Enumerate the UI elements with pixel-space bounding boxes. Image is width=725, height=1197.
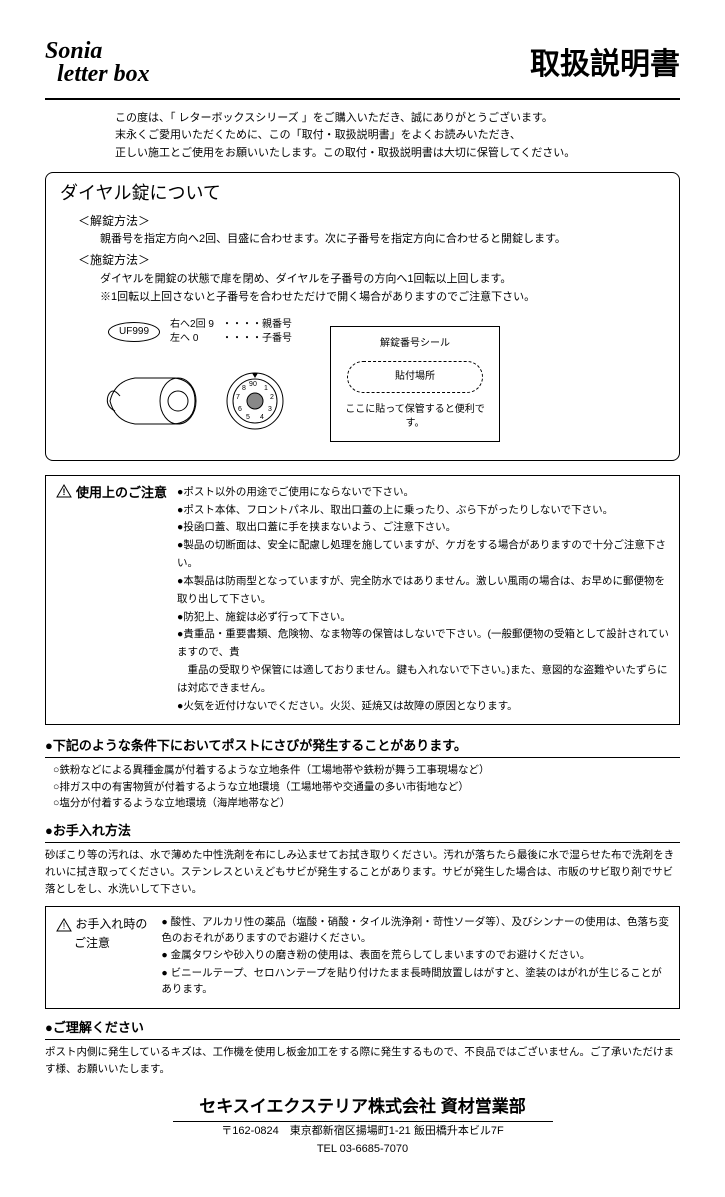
- svg-text:8: 8: [242, 385, 246, 392]
- footer: セキスイエクステリア株式会社 資材営業部 〒162-0824 東京都新宿区揚場町…: [45, 1095, 680, 1157]
- svg-text:1: 1: [264, 385, 268, 392]
- dial-info2b: ・・・・子番号: [222, 332, 292, 346]
- logo-line2: letter box: [57, 63, 150, 86]
- caution-label-text: 使用上のご注意: [76, 484, 167, 502]
- dial-info1a: 右へ2回 9: [170, 318, 214, 332]
- svg-text:0: 0: [253, 381, 257, 388]
- dial-diagram: UF999 右へ2回 9 左へ 0 ・・・・親番号 ・・・・子番号: [100, 318, 300, 446]
- svg-text:2: 2: [270, 394, 274, 401]
- svg-text:5: 5: [246, 414, 250, 421]
- unlock-title: ＜解錠方法＞: [78, 213, 665, 230]
- care-text: 砂ぼこり等の汚れは、水で薄めた中性洗剤を布にしみ込ませてお拭き取りください。汚れ…: [45, 847, 680, 897]
- header: Sonia letter box 取扱説明書: [45, 40, 680, 86]
- mailbox-dial-icon: 01 2 3 4 5 6 7 89: [100, 356, 300, 446]
- list-item: ● 酸性、アルカリ性の薬品（塩酸・硝酸・タイル洗浄剤・苛性ソーダ等）、及びシンナ…: [161, 915, 669, 947]
- care-caution-box: ! お手入れ時の ご注意 ● 酸性、アルカリ性の薬品（塩酸・硝酸・タイル洗浄剤・…: [45, 906, 680, 1009]
- svg-text:4: 4: [260, 414, 264, 421]
- company-name: セキスイエクステリア株式会社 資材営業部: [45, 1095, 680, 1119]
- list-item: ●防犯上、施錠は必ず行って下さい。: [177, 609, 669, 627]
- rust-list: ○鉄粉などによる異種金属が付着するような立地条件（工場地帯や鉄粉が舞う工事現場な…: [53, 762, 680, 812]
- lock-text1: ダイヤルを開錠の状態で扉を閉め、ダイヤルを子番号の方向へ1回転以上回します。: [100, 271, 665, 288]
- company-addr: 〒162-0824 東京都新宿区揚場町1-21 飯田橋升本ビル7F: [45, 1124, 680, 1139]
- svg-text:7: 7: [236, 394, 240, 401]
- intro-l1: この度は、「 レターボックスシリーズ 」をご購入いただき、誠にありがとうございま…: [115, 110, 680, 128]
- list-item: ●貴重品・重要書類、危険物、なま物等の保管はしないで下さい。(一般郵便物の受箱と…: [177, 626, 669, 662]
- warning-icon: !: [56, 918, 72, 932]
- care-caution-label: ! お手入れ時の ご注意: [56, 915, 147, 1000]
- svg-text:!: !: [63, 921, 66, 931]
- logo-line1: Sonia: [45, 40, 150, 63]
- list-item: ●製品の切断面は、安全に配慮し処理を施していますが、ケガをする場合がありますので…: [177, 537, 669, 573]
- diagram-row: UF999 右へ2回 9 左へ 0 ・・・・親番号 ・・・・子番号: [100, 318, 665, 446]
- list-item: ● ビニールテープ、セロハンテープを貼り付けたまま長時間放置しはがすと、塗装のは…: [161, 966, 669, 998]
- usage-caution-box: ! 使用上のご注意 ●ポスト以外の用途でご使用にならないで下さい。●ポスト本体、…: [45, 475, 680, 725]
- list-item: ●ポスト本体、フロントパネル、取出口蓋の上に乗ったり、ぶら下がったりしないで下さ…: [177, 502, 669, 520]
- care-label2: ご注意: [74, 936, 110, 950]
- care-head: ●お手入れ方法: [45, 822, 680, 843]
- care-caution-list: ● 酸性、アルカリ性の薬品（塩酸・硝酸・タイル洗浄剤・苛性ソーダ等）、及びシンナ…: [161, 915, 669, 1000]
- lock-title: ＜施錠方法＞: [78, 252, 665, 269]
- dial-info2a: ・・・・親番号: [222, 318, 292, 332]
- list-item: ●ポスト以外の用途でご使用にならないで下さい。: [177, 484, 669, 502]
- dial-info: 右へ2回 9 左へ 0 ・・・・親番号 ・・・・子番号: [170, 318, 292, 346]
- list-item: ○塩分が付着するような立地環境（海岸地帯など）: [53, 795, 680, 812]
- intro-l2: 末永くご愛用いただくために、この「取付・取扱説明書」をよくお読みいただき、: [115, 127, 680, 145]
- list-item: ○鉄粉などによる異種金属が付着するような立地条件（工場地帯や鉄粉が舞う工事現場な…: [53, 762, 680, 779]
- logo: Sonia letter box: [45, 40, 150, 86]
- list-item: ●火気を近付けないでください。火災、延焼又は故障の原因となります。: [177, 698, 669, 716]
- caution-list: ●ポスト以外の用途でご使用にならないで下さい。●ポスト本体、フロントパネル、取出…: [177, 484, 669, 716]
- svg-text:!: !: [63, 487, 66, 497]
- understand-head: ●ご理解ください: [45, 1019, 680, 1040]
- svg-text:6: 6: [238, 406, 242, 413]
- warning-icon: !: [56, 484, 72, 498]
- dial-info1b: 左へ 0: [170, 332, 214, 346]
- list-item: ○排ガス中の有害物質が付着するような立地環境（工場地帯や交通量の多い市街地など）: [53, 779, 680, 796]
- lock-text2: ※1回転以上回さないと子番号を合わせただけで開く場合がありますのでご注意下さい。: [100, 289, 665, 306]
- unlock-text: 親番号を指定方向へ2回、目盛に合わせます。次に子番号を指定方向に合わせると開錠し…: [100, 231, 665, 248]
- seal-note: ここに貼って保管すると便利です。: [341, 403, 489, 431]
- divider: [45, 98, 680, 100]
- rust-head: ●下記のような条件下においてポストにさびが発生することがあります。: [45, 737, 680, 758]
- intro-l3: 正しい施工とご使用をお願いいたします。この取付・取扱説明書は大切に保管してくださ…: [115, 145, 680, 163]
- understand-text: ポスト内側に発生しているキズは、工作機を使用し板金加工をする際に発生するもので、…: [45, 1044, 680, 1078]
- page-title: 取扱説明書: [530, 44, 680, 86]
- seal-place: 貼付場所: [347, 361, 483, 393]
- seal-title: 解錠番号シール: [341, 337, 489, 351]
- svg-text:3: 3: [268, 406, 272, 413]
- dial-section: ダイヤル錠について ＜解錠方法＞ 親番号を指定方向へ2回、目盛に合わせます。次に…: [45, 172, 680, 460]
- list-item: 重品の受取りや保管には適しておりません。鍵も入れないで下さい。)また、意図的な盗…: [177, 662, 669, 698]
- list-item: ●投函口蓋、取出口蓋に手を挟まないよう、ご注意下さい。: [177, 519, 669, 537]
- seal-box: 解錠番号シール 貼付場所 ここに貼って保管すると便利です。: [330, 326, 500, 442]
- intro-text: この度は、「 レターボックスシリーズ 」をご購入いただき、誠にありがとうございま…: [115, 110, 680, 163]
- oval-label: UF999: [108, 322, 160, 342]
- svg-text:9: 9: [249, 381, 253, 388]
- caution-label: ! 使用上のご注意: [56, 484, 167, 716]
- dial-heading: ダイヤル錠について: [60, 181, 665, 206]
- company-tel: TEL 03-6685-7070: [45, 1142, 680, 1157]
- list-item: ●本製品は防雨型となっていますが、完全防水ではありません。激しい風雨の場合は、お…: [177, 573, 669, 609]
- care-label1: お手入れ時の: [75, 917, 147, 931]
- list-item: ● 金属タワシや砂入りの磨き粉の使用は、表面を荒らしてしまいますのでお避けくださ…: [161, 948, 669, 964]
